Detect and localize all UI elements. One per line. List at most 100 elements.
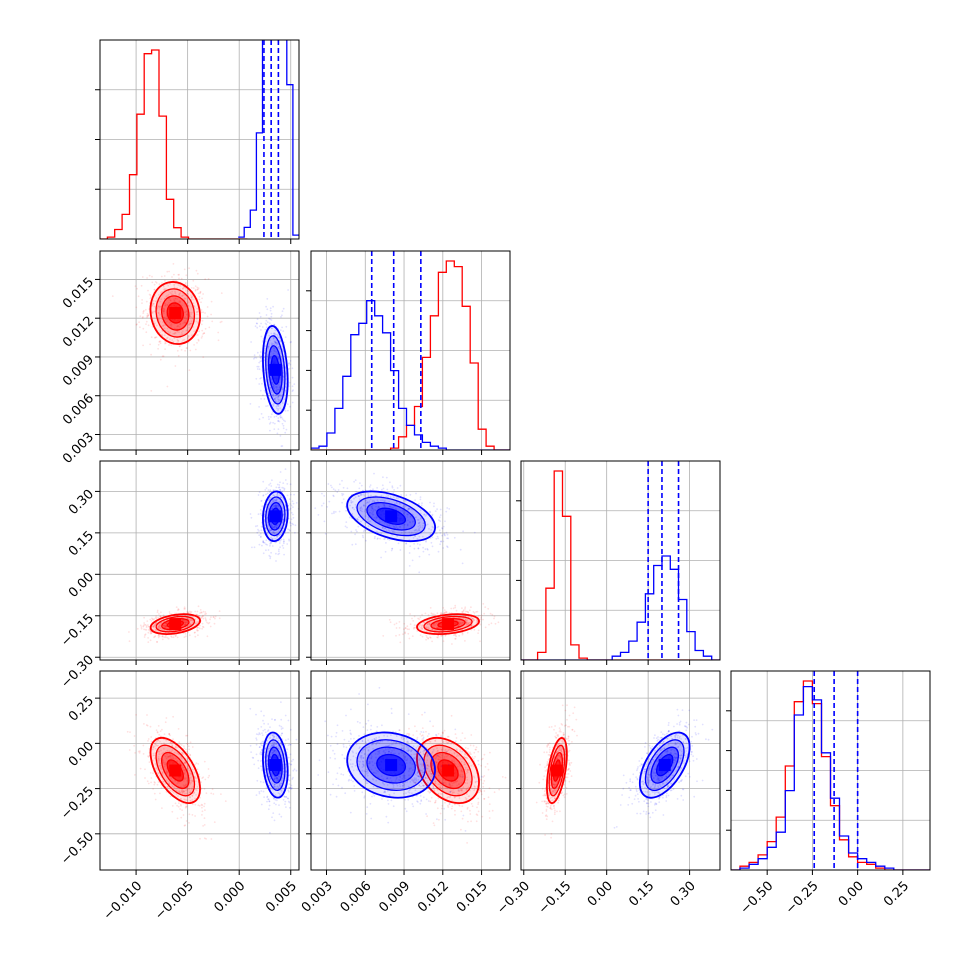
scatter-point	[332, 494, 335, 497]
scatter-point	[152, 626, 155, 629]
scatter-point	[162, 625, 165, 627]
scatter-point	[273, 416, 276, 418]
scatter-point	[288, 528, 291, 531]
scatter-point	[262, 416, 264, 419]
scatter-point	[413, 615, 416, 618]
scatter-point	[189, 610, 192, 613]
scatter-point	[275, 499, 278, 501]
scatter-point	[150, 632, 153, 635]
scatter-point	[460, 622, 463, 625]
scatter-point	[197, 629, 200, 632]
scatter-point	[183, 268, 186, 271]
scatter-point	[153, 636, 155, 639]
scatter-point	[461, 611, 463, 613]
scatter-point	[270, 413, 273, 416]
scatter-point	[274, 341, 276, 344]
scatter-point	[186, 329, 189, 331]
scatter-point	[189, 322, 192, 325]
scatter-point	[275, 524, 278, 527]
scatter-point	[156, 641, 159, 643]
scatter-point	[466, 610, 468, 613]
scatter-point	[161, 807, 163, 809]
scatter-point	[163, 625, 166, 628]
scatter-point	[271, 381, 274, 384]
scatter-point	[204, 778, 207, 781]
scatter-point	[187, 618, 190, 620]
scatter-point	[263, 513, 266, 515]
scatter-point	[444, 520, 446, 523]
scatter-point	[262, 729, 265, 732]
scatter-point	[489, 612, 492, 615]
scatter-point	[194, 631, 196, 634]
scatter-point	[289, 508, 292, 511]
scatter-point	[429, 510, 431, 513]
scatter-point	[359, 482, 361, 484]
scatter-point	[426, 623, 429, 625]
scatter-point	[276, 407, 278, 410]
scatter-point	[168, 270, 171, 273]
scatter-point	[270, 508, 273, 511]
scatter-point	[191, 295, 194, 298]
scatter-point	[166, 636, 169, 639]
scatter-point	[342, 486, 345, 489]
scatter-point	[442, 612, 445, 615]
scatter-point	[466, 618, 469, 621]
histogram-step-red	[311, 260, 510, 450]
scatter-point	[288, 362, 291, 364]
scatter-point	[211, 320, 214, 323]
scatter-point	[133, 735, 136, 737]
scatter-point	[273, 505, 276, 508]
scatter-point	[472, 611, 475, 613]
scatter-point	[142, 753, 145, 755]
scatter-point	[274, 504, 277, 507]
scatter-point	[163, 318, 166, 321]
scatter-point	[267, 344, 270, 347]
scatter-point	[147, 631, 150, 634]
scatter-point	[277, 409, 279, 412]
scatter-point	[179, 285, 182, 287]
scatter-point	[431, 545, 434, 548]
scatter-point	[184, 824, 187, 827]
scatter-point	[403, 622, 406, 625]
scatter-point	[251, 546, 253, 549]
scatter-point	[286, 403, 289, 406]
scatter-point	[267, 345, 270, 348]
scatter-point	[436, 636, 438, 639]
scatter-point	[126, 730, 129, 733]
scatter-point	[155, 729, 158, 732]
scatter-point	[200, 309, 203, 311]
scatter-point	[203, 805, 206, 808]
scatter-point	[323, 495, 326, 497]
scatter-point	[445, 531, 448, 534]
scatter-point	[289, 507, 292, 510]
scatter-point	[264, 369, 266, 372]
scatter-point	[258, 418, 261, 421]
scatter-point	[269, 529, 271, 532]
scatter-point	[277, 529, 280, 531]
scatter-point	[187, 745, 190, 748]
scatter-point	[254, 525, 257, 528]
scatter-point	[267, 506, 270, 509]
scatter-point	[165, 622, 168, 625]
scatter-point	[285, 428, 288, 431]
scatter-point	[280, 316, 282, 318]
scatter-point	[128, 749, 131, 751]
scatter-point	[264, 489, 267, 491]
scatter-point	[184, 623, 187, 626]
scatter-point	[136, 323, 138, 326]
scatter-point	[198, 298, 201, 301]
scatter-point	[165, 634, 167, 637]
scatter-point	[279, 539, 281, 542]
scatter-point	[260, 525, 263, 528]
scatter-point	[184, 621, 187, 624]
scatter-point	[259, 356, 262, 358]
scatter-point	[280, 445, 283, 448]
scatter-point	[149, 294, 152, 297]
scatter-point	[200, 323, 203, 326]
scatter-point	[269, 557, 272, 560]
scatter-point	[163, 309, 165, 311]
scatter-point	[395, 634, 397, 637]
scatter-point	[434, 510, 437, 512]
scatter-point	[259, 356, 262, 359]
scatter-point	[289, 363, 292, 366]
